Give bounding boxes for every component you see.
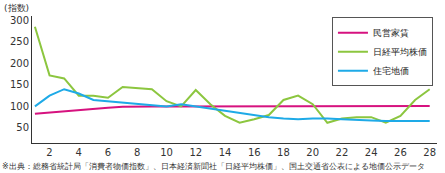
svg-text:26: 26: [394, 147, 407, 158]
svg-text:14: 14: [219, 147, 232, 158]
svg-text:(指数): (指数): [4, 3, 29, 13]
svg-text:16: 16: [248, 147, 261, 158]
svg-text:6: 6: [105, 147, 111, 158]
svg-text:300: 300: [10, 15, 29, 26]
svg-text:8: 8: [134, 147, 140, 158]
svg-text:100: 100: [10, 101, 29, 112]
svg-text:民営家賃: 民営家賃: [373, 28, 409, 38]
svg-text:22: 22: [336, 147, 349, 158]
svg-text:150: 150: [10, 79, 29, 90]
svg-text:※出典：総務省統計局「消費者物価指数」、日本経済新聞社「日経: ※出典：総務省統計局「消費者物価指数」、日本経済新聞社「日経平均株価」、国土交通…: [2, 162, 425, 171]
svg-text:24: 24: [365, 147, 378, 158]
svg-text:18: 18: [277, 147, 290, 158]
svg-text:日経平均株価: 日経平均株価: [373, 47, 427, 57]
svg-text:200: 200: [10, 58, 29, 69]
svg-text:28: 28: [423, 147, 436, 158]
svg-text:4: 4: [76, 147, 82, 158]
svg-text:2: 2: [46, 147, 52, 158]
svg-text:10: 10: [160, 147, 173, 158]
svg-text:50: 50: [16, 122, 29, 133]
svg-text:12: 12: [189, 147, 202, 158]
svg-text:住宅地価: 住宅地価: [373, 66, 409, 76]
svg-text:250: 250: [10, 36, 29, 47]
svg-text:20: 20: [306, 147, 319, 158]
